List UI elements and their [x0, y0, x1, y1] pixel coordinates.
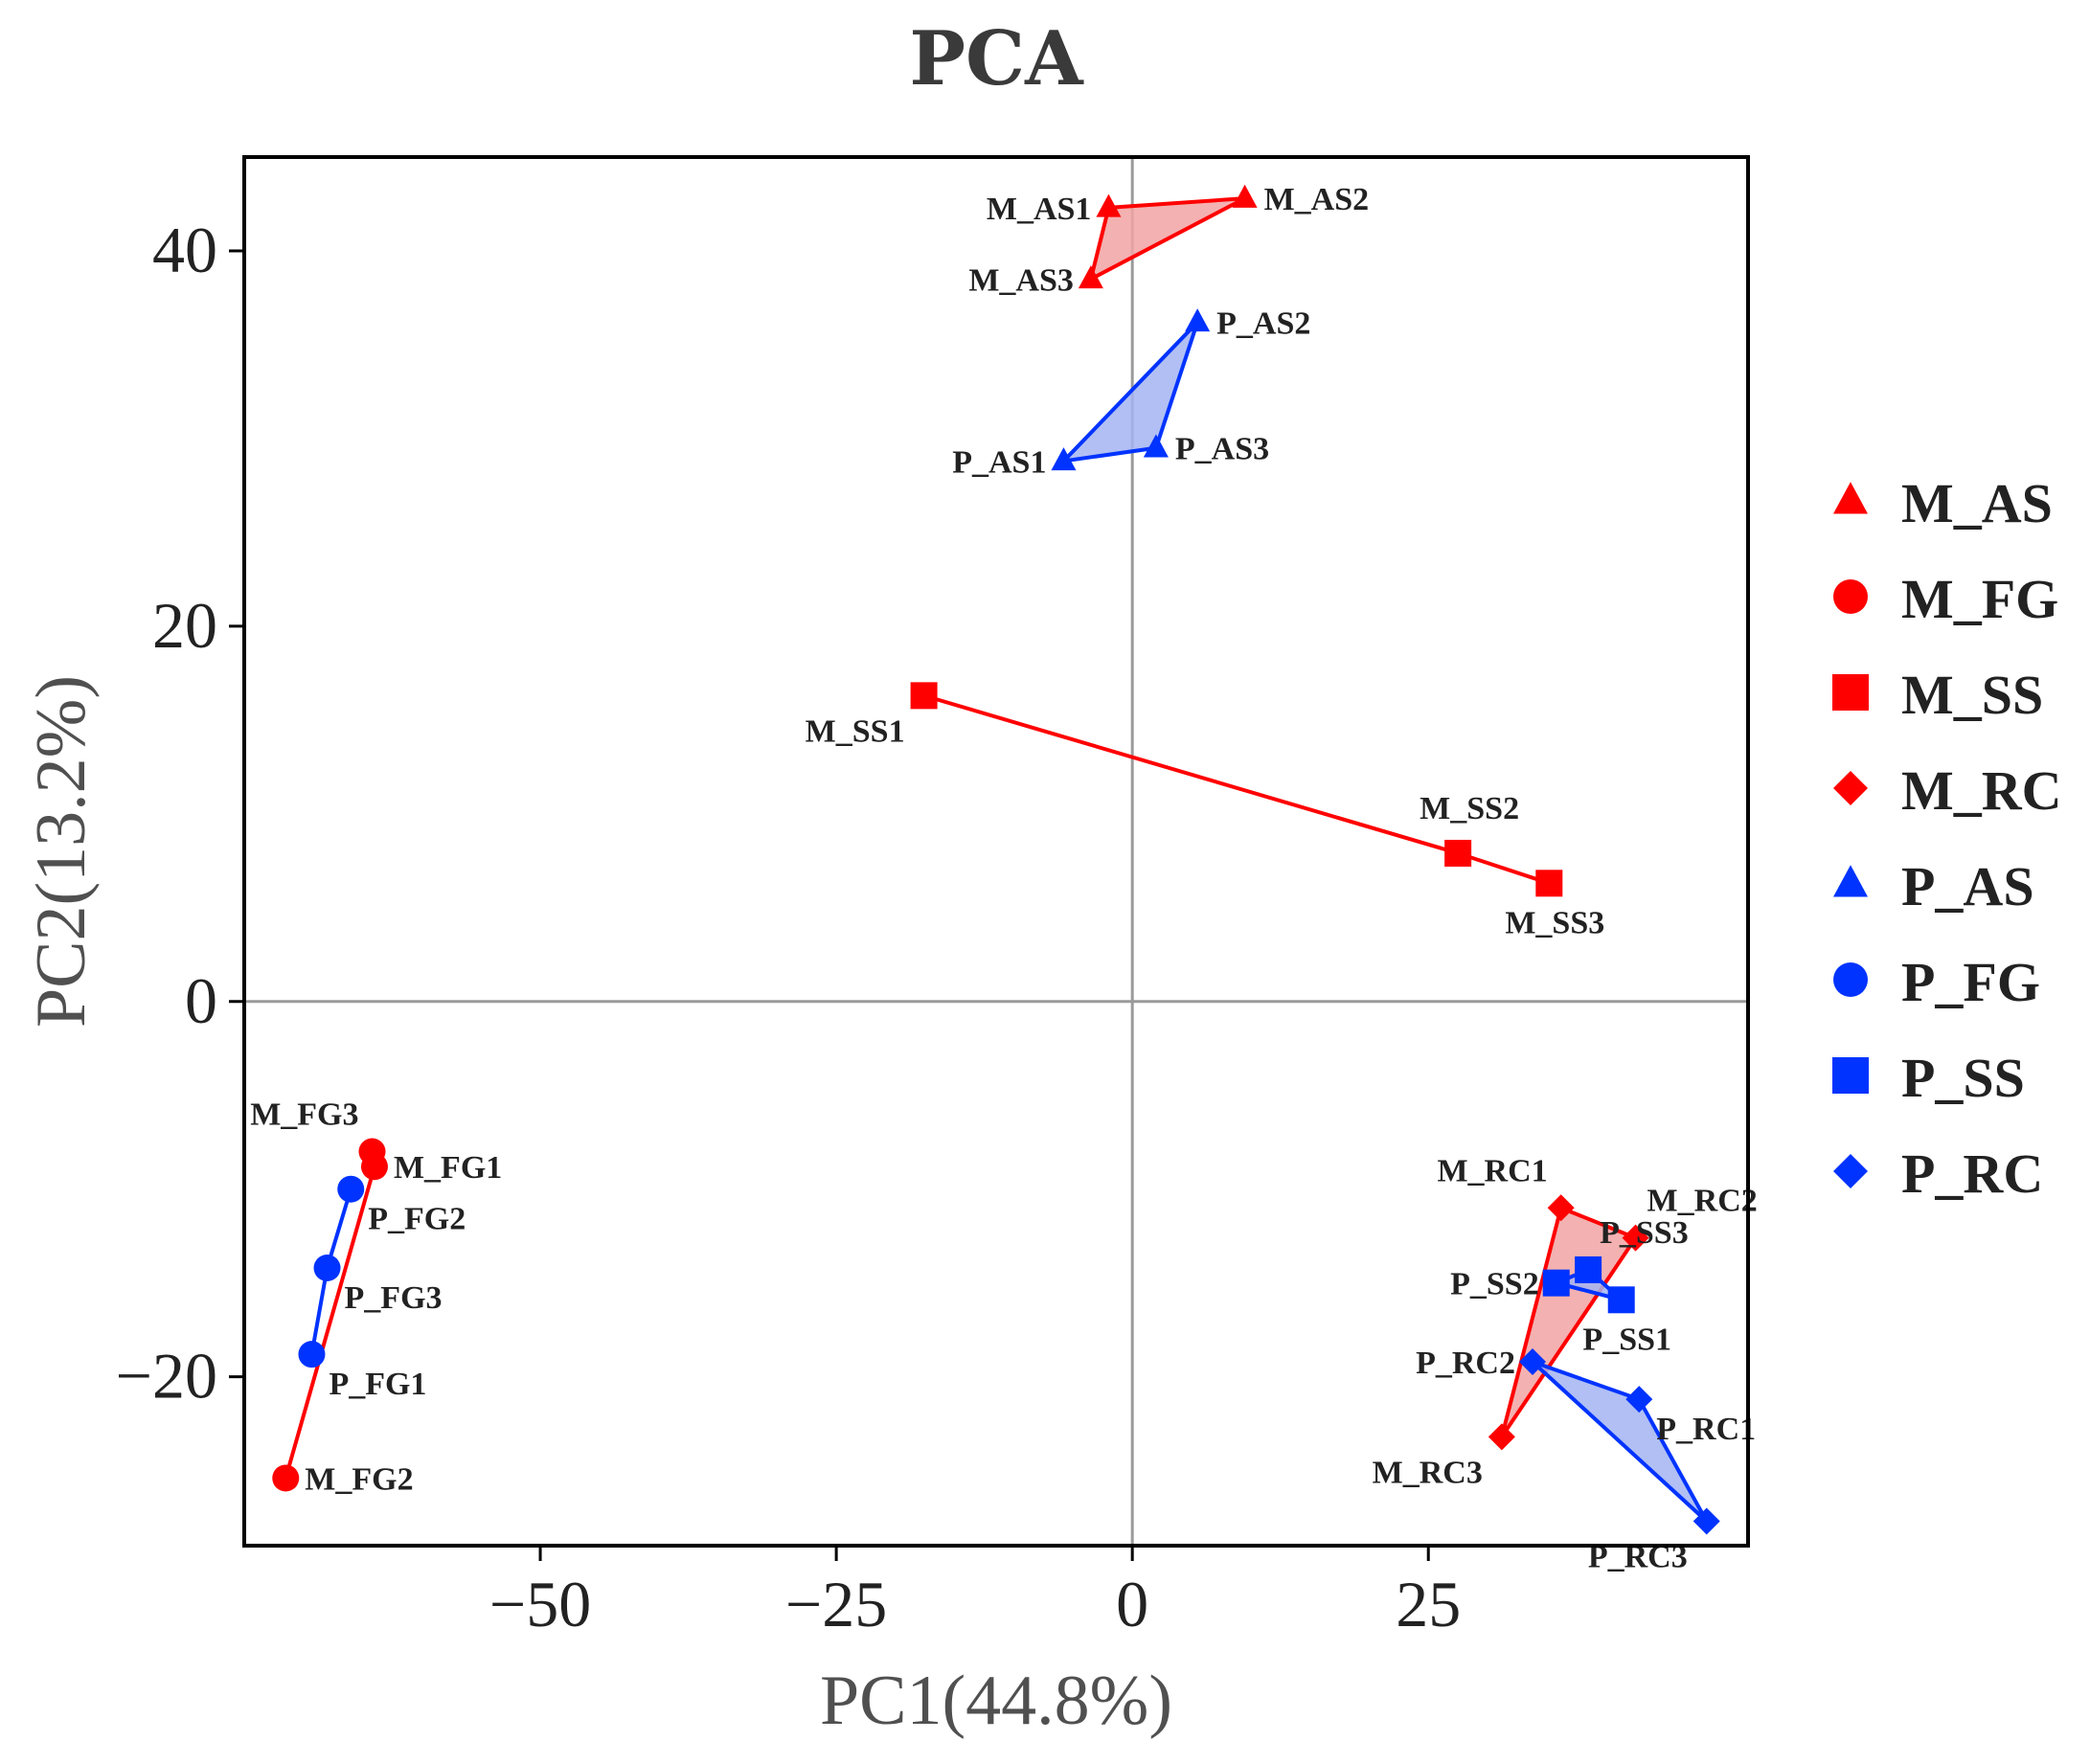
x-axis-ticks: −50 −25 0 25 [489, 1546, 1461, 1640]
point-label-m-ss2: M_SS2 [1420, 791, 1519, 826]
legend-label-p-fg: P_FG [1901, 951, 2040, 1013]
point-label-p-fg1: P_FG1 [329, 1367, 426, 1402]
point-m-as3 [1078, 265, 1103, 289]
point-label-p-as1: P_AS1 [952, 444, 1046, 480]
point-label-m-ss3: M_SS3 [1505, 905, 1604, 940]
hull-p-ss [1554, 1267, 1624, 1302]
point-label-p-rc2: P_RC2 [1416, 1346, 1515, 1381]
legend-label-p-as: P_AS [1901, 855, 2034, 917]
point-label-p-as2: P_AS2 [1216, 305, 1310, 341]
hull-p-rc [1531, 1359, 1709, 1524]
point-p-as1 [1051, 447, 1077, 471]
point-m-ss1 [910, 682, 938, 710]
legend-label-p-ss: P_SS [1901, 1047, 2025, 1109]
point-label-m-as1: M_AS1 [987, 192, 1092, 227]
point-label-p-rc1: P_RC1 [1656, 1412, 1756, 1447]
point-label-m-fg1: M_FG1 [394, 1150, 502, 1186]
point-m-ss2 [1444, 839, 1472, 867]
point-m-rc1 [1547, 1194, 1575, 1222]
point-label-m-fg3: M_FG3 [250, 1097, 358, 1133]
point-label-m-ss1: M_SS1 [806, 713, 905, 749]
point-m-rc2 [1622, 1224, 1649, 1252]
point-m-rc3 [1488, 1423, 1515, 1451]
point-label-p-as3: P_AS3 [1175, 432, 1269, 467]
point-m-ss3 [1535, 870, 1563, 897]
point-p-fg2 [337, 1175, 365, 1203]
y-axis-ticks: −20 0 20 40 [116, 214, 244, 1413]
reference-lines [244, 157, 1748, 1546]
point-label-p-ss1: P_SS1 [1582, 1322, 1671, 1357]
point-label-m-as2: M_AS2 [1264, 182, 1370, 217]
group-hulls [284, 196, 1709, 1524]
data-points [272, 184, 1720, 1535]
legend-label-m-as: M_AS [1901, 472, 2053, 534]
legend-label-m-fg: M_FG [1901, 568, 2058, 630]
legend-label-m-rc: M_RC [1901, 759, 2062, 822]
legend-marker-m-rc [1833, 771, 1868, 805]
point-label-p-ss3: P_SS3 [1600, 1215, 1689, 1251]
point-m-as2 [1232, 184, 1258, 208]
hull-m-as [1088, 196, 1247, 282]
legend-marker-p-rc [1833, 1154, 1868, 1188]
x-tick-label: 0 [1116, 1568, 1148, 1640]
point-p-rc3 [1692, 1507, 1720, 1535]
legend-label-m-ss: M_SS [1901, 664, 2043, 726]
point-label-m-rc2: M_RC2 [1647, 1184, 1758, 1219]
point-m-fg1 [360, 1153, 388, 1181]
hull-p-as [1061, 320, 1200, 464]
legend-marker-p-fg [1833, 962, 1868, 997]
point-p-fg1 [298, 1341, 326, 1368]
point-label-m-as3: M_AS3 [968, 262, 1074, 298]
point-p-fg3 [313, 1255, 341, 1281]
x-tick-label: −50 [489, 1568, 591, 1640]
x-axis-label: PC1(44.8%) [820, 1662, 1172, 1740]
point-p-ss3 [1575, 1255, 1602, 1283]
x-tick-label: 25 [1396, 1568, 1461, 1640]
point-p-as3 [1143, 434, 1169, 458]
y-tick-label: 40 [152, 214, 217, 286]
point-label-p-fg3: P_FG3 [345, 1280, 443, 1316]
point-p-as2 [1185, 308, 1211, 332]
point-p-ss1 [1607, 1286, 1635, 1314]
y-tick-label: 20 [152, 589, 217, 662]
legend: M_AS M_FG M_SS M_RC P_AS P_FG P_SS P_RC [1832, 472, 2062, 1205]
point-p-rc1 [1625, 1386, 1653, 1413]
point-label-m-rc1: M_RC1 [1437, 1153, 1547, 1188]
point-labels: M_AS1 M_AS2 M_AS3 M_FG3 M_FG1 M_FG2 M_SS1 M_SS2… [250, 182, 1758, 1574]
legend-marker-p-as [1833, 865, 1868, 897]
y-tick-label: −20 [116, 1340, 217, 1413]
point-label-p-ss2: P_SS2 [1450, 1267, 1539, 1302]
hull-m-rc [1499, 1206, 1638, 1439]
x-tick-label: −25 [785, 1568, 887, 1640]
legend-marker-p-ss [1832, 1057, 1869, 1094]
y-tick-label: 0 [185, 964, 217, 1037]
legend-label-p-rc: P_RC [1901, 1142, 2043, 1205]
point-p-rc2 [1519, 1347, 1547, 1375]
legend-marker-m-as [1833, 482, 1868, 514]
point-label-m-fg2: M_FG2 [305, 1461, 413, 1497]
point-label-p-fg2: P_FG2 [368, 1202, 466, 1237]
legend-marker-m-fg [1833, 579, 1868, 614]
point-p-ss2 [1542, 1269, 1570, 1297]
point-m-as1 [1096, 193, 1122, 217]
point-m-fg2 [272, 1464, 300, 1492]
y-axis-label: PC2(13.2%) [22, 675, 101, 1028]
plot-frame [242, 155, 1750, 1548]
chart-title: PCA [909, 15, 1084, 102]
legend-marker-m-ss [1832, 674, 1869, 711]
point-label-m-rc3: M_RC3 [1373, 1455, 1483, 1490]
